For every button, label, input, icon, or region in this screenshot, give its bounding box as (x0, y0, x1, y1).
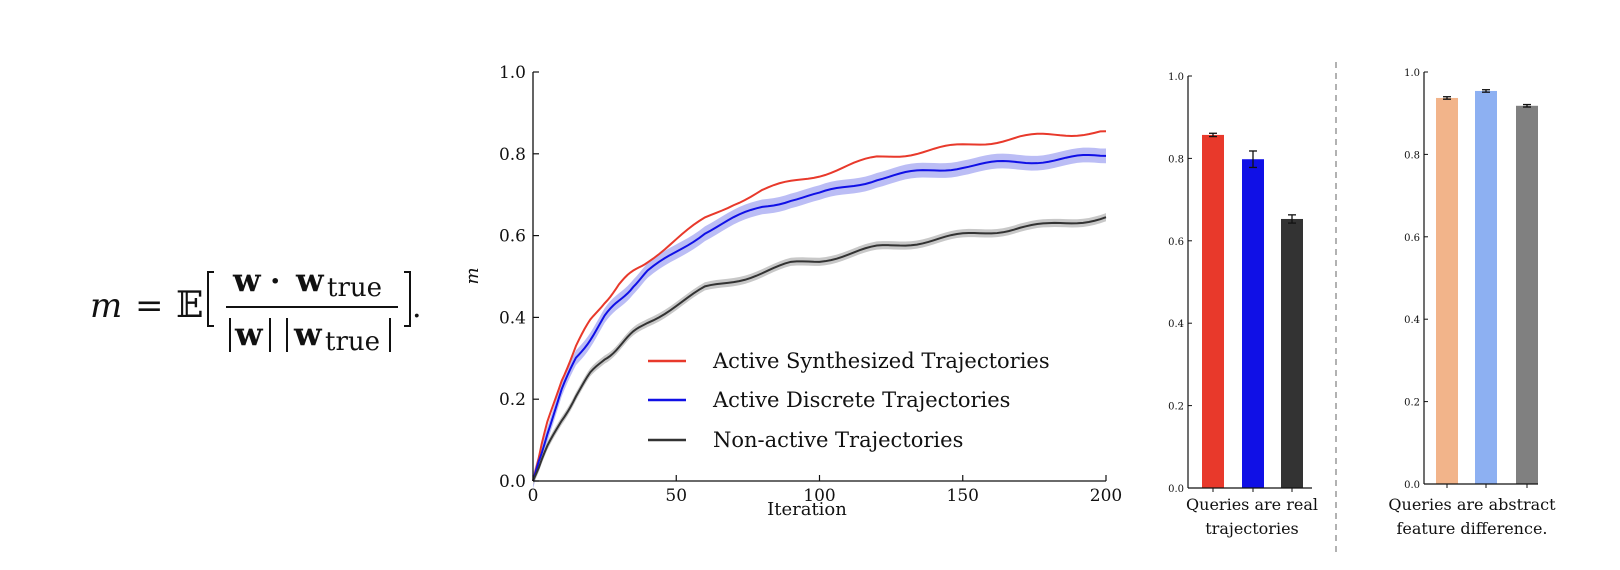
y-tick-label: 1.0 (1404, 68, 1420, 79)
formula-right-bracket (404, 271, 411, 327)
x-tick-label: 200 (1090, 486, 1122, 506)
bar-caption-line: Queries are abstract (1388, 495, 1556, 514)
legend-label-nonactive: Non-active Trajectories (713, 428, 963, 452)
bar-caption-line: trajectories (1205, 519, 1299, 538)
formula: m = 𝔼 w · w true w w true . (90, 261, 422, 357)
y-axis-label: m (462, 267, 483, 284)
bar (1242, 159, 1264, 488)
formula-trail: . (412, 290, 422, 325)
series-line-synth (532, 130, 1107, 482)
y-tick-label: 0.4 (1168, 319, 1184, 330)
y-tick-label: 0.2 (499, 390, 526, 410)
y-tick-label: 0.8 (1404, 150, 1420, 161)
y-tick-label: 0.8 (1168, 154, 1184, 165)
formula-num-sub: true (327, 273, 382, 303)
formula-num-w: w (232, 261, 262, 299)
y-tick-label: 1.0 (499, 63, 526, 83)
bar (1281, 218, 1303, 489)
bar (1202, 134, 1224, 488)
series-line-nonactive (532, 216, 1107, 482)
formula-equals: = (135, 286, 164, 326)
y-tick-label: 1.0 (1168, 72, 1184, 83)
y-tick-label: 0.6 (1404, 233, 1420, 244)
formula-lhs: m (90, 286, 122, 326)
bar-chart-real: 0.0 0.2 0.4 0.6 0.8 1.0 Queries are real traj… (1168, 72, 1318, 538)
y-tick-label: 0.4 (1404, 315, 1420, 326)
x-axis-label: Iteration (767, 499, 847, 520)
x-tick-label: 50 (665, 486, 687, 506)
x-tick-label: 100 (803, 486, 835, 506)
formula-num-dot: · (270, 264, 280, 299)
formula-num-w2: w (295, 261, 325, 299)
formula-den-w: w (234, 315, 264, 353)
line-chart: 0.0 0.2 0.4 0.6 0.8 1.0 0 50 100 150 200 Iteration… (462, 63, 1122, 520)
bar (1436, 97, 1458, 485)
bar (1516, 105, 1538, 484)
x-tick-label: 150 (947, 486, 979, 506)
bar-caption-line: feature difference. (1397, 519, 1548, 538)
y-tick-label: 0.2 (1168, 402, 1184, 413)
y-tick-label: 0.4 (499, 308, 526, 328)
formula-den-sub: true (325, 327, 380, 357)
y-tick-label: 0.0 (499, 472, 526, 492)
formula-expectation: 𝔼 (176, 285, 203, 326)
formula-den-w2: w (293, 315, 323, 353)
formula-left-bracket (207, 271, 214, 327)
legend-label-discrete: Active Discrete Trajectories (712, 388, 1010, 412)
x-tick-label: 0 (528, 486, 539, 506)
bar-caption-line: Queries are real (1186, 495, 1318, 514)
y-tick-label: 0.0 (1404, 480, 1420, 491)
bar-chart-abstract: 0.00.20.40.60.81.0 Queries are abstract … (1388, 68, 1556, 538)
legend-label-synth: Active Synthesized Trajectories (712, 349, 1050, 373)
bar (1475, 90, 1497, 485)
y-tick-label: 0.2 (1404, 398, 1420, 409)
y-tick-label: 0.6 (1168, 237, 1184, 248)
y-tick-label: 0.0 (1168, 484, 1184, 495)
y-tick-label: 0.8 (499, 145, 526, 165)
y-tick-label: 0.6 (499, 227, 526, 247)
legend: Active Synthesized Trajectories Active D… (648, 349, 1050, 452)
series-line-discrete (532, 153, 1107, 482)
